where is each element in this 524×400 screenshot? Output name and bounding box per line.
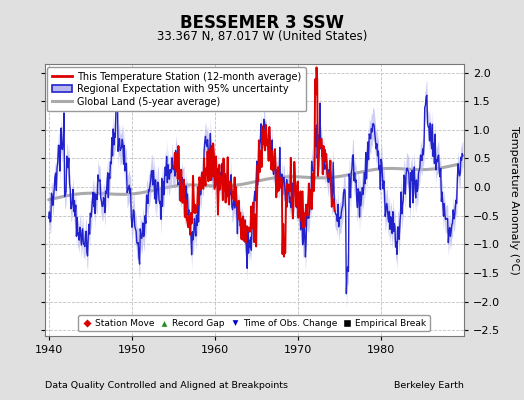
Y-axis label: Temperature Anomaly (°C): Temperature Anomaly (°C) [509, 126, 519, 274]
Text: Data Quality Controlled and Aligned at Breakpoints: Data Quality Controlled and Aligned at B… [45, 381, 288, 390]
Legend: Station Move, Record Gap, Time of Obs. Change, Empirical Break: Station Move, Record Gap, Time of Obs. C… [79, 315, 430, 332]
Text: 33.367 N, 87.017 W (United States): 33.367 N, 87.017 W (United States) [157, 30, 367, 43]
Text: BESSEMER 3 SSW: BESSEMER 3 SSW [180, 14, 344, 32]
Text: Berkeley Earth: Berkeley Earth [394, 381, 464, 390]
